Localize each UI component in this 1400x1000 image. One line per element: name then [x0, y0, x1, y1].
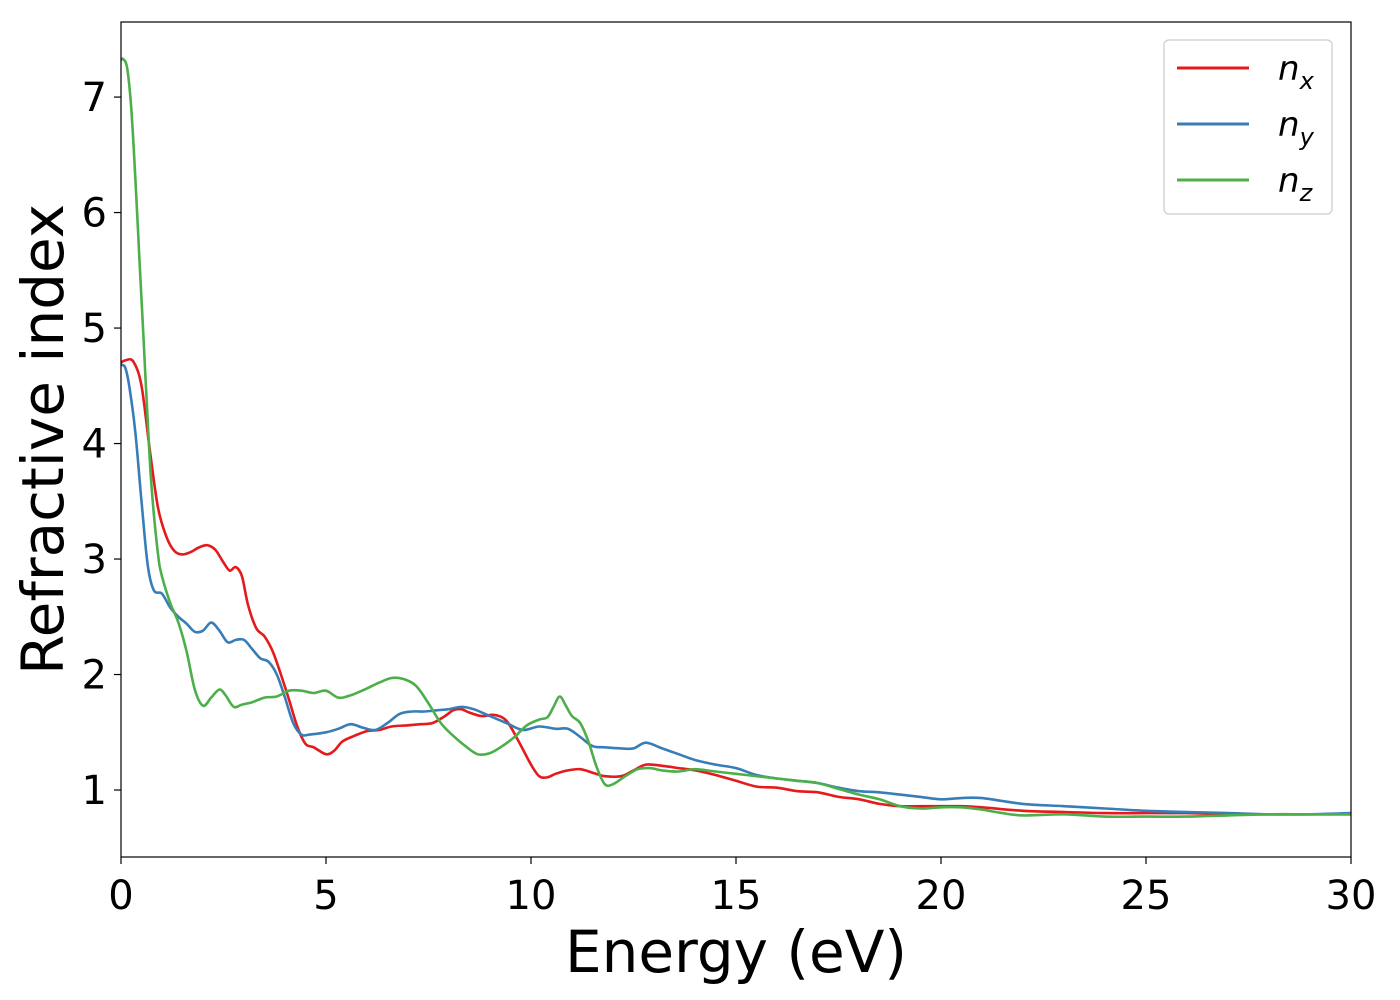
y-tick-label: 4 — [82, 422, 107, 468]
y-tick-label: 5 — [82, 306, 107, 352]
y-tick-label: 1 — [82, 768, 107, 814]
x-tick-label: 0 — [108, 873, 133, 919]
y-tick-label: 2 — [82, 653, 107, 699]
x-axis-label: Energy (eV) — [565, 918, 907, 986]
series-line-nx — [121, 357, 1351, 816]
y-axis-label: Refractive index — [9, 204, 77, 675]
x-tick-label: 10 — [506, 873, 557, 919]
x-tick-label: 5 — [313, 873, 338, 919]
x-axis-ticks: 0 5 10 15 20 25 30 — [108, 857, 1376, 919]
series-line-nz — [121, 57, 1351, 819]
y-tick-label: 3 — [82, 537, 107, 583]
x-tick-label: 15 — [711, 873, 762, 919]
x-tick-label: 25 — [1121, 873, 1172, 919]
y-tick-label: 7 — [82, 75, 107, 121]
legend-label: nz — [1278, 161, 1314, 207]
x-tick-label: 30 — [1326, 873, 1377, 919]
y-tick-label: 6 — [82, 191, 107, 237]
legend-box — [1163, 39, 1333, 215]
series-line-ny — [121, 363, 1351, 816]
series-lines — [121, 57, 1351, 819]
y-axis-ticks: 1 2 3 4 5 6 7 — [82, 75, 121, 814]
x-tick-label: 20 — [916, 873, 967, 919]
